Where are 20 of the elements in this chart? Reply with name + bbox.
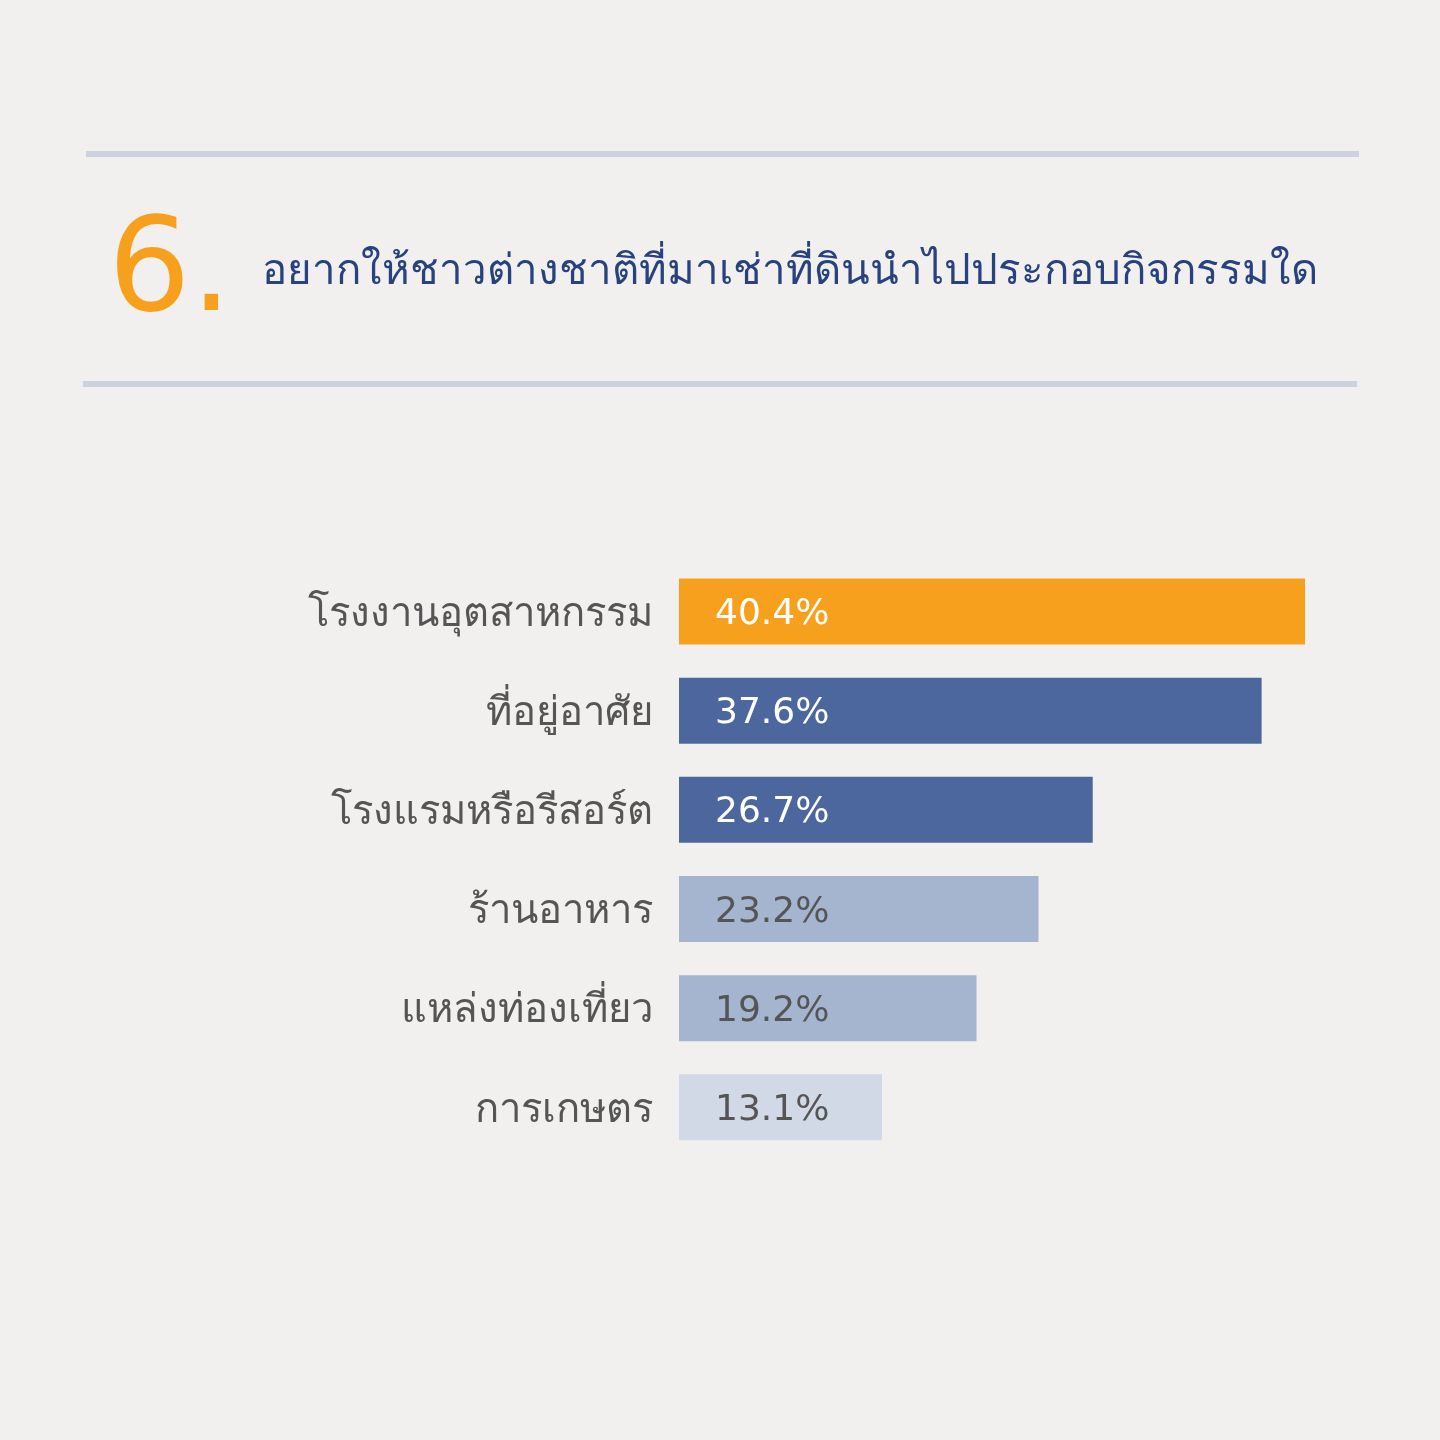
data-label: 13.1% [715,1086,830,1128]
data-label: 37.6% [715,690,830,732]
chart-title: อยากให้ชาวต่างชาติที่มาเช่าที่ดินนำไปประกอบกิจกรรมใด [262,240,1318,296]
bar [679,875,1039,942]
data-label: 26.7% [715,789,830,831]
y-tick-label: แหล่งท่องเที่ยว [401,981,653,1032]
y-tick-label: ที่อยู่อาศัย [486,683,653,735]
bar [679,1074,882,1141]
bar [679,975,977,1042]
data-label: 19.2% [715,987,830,1029]
data-label: 40.4% [715,591,830,633]
text: 6. [108,189,233,341]
bar [679,677,1262,744]
y-tick-label: โรงงานอุตสาหกรรม [308,588,653,637]
y-tick-label: โรงแรมหรือรีสอร์ต [331,787,653,834]
data-label: 23.2% [715,888,830,930]
y-tick-label: ร้านอาหาร [468,886,653,933]
bar [679,578,1305,645]
bar [679,776,1093,843]
y-tick-label: การเกษตร [475,1084,653,1131]
